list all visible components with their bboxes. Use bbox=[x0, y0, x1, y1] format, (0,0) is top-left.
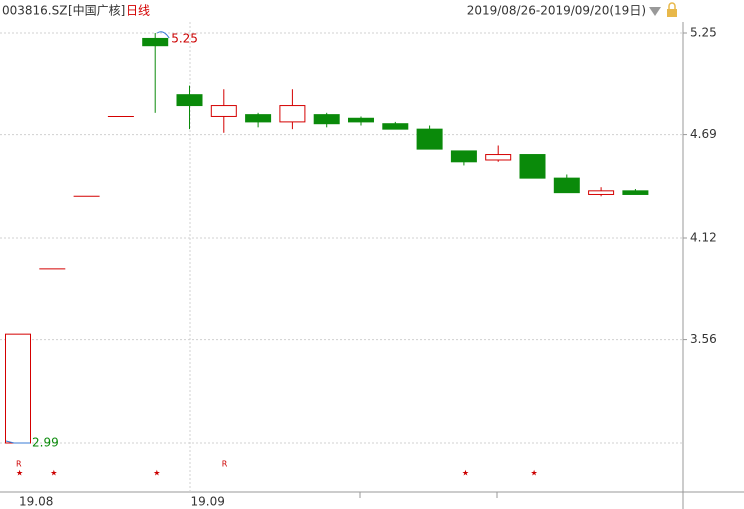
y-tick-label: 3.56 bbox=[690, 332, 717, 346]
event-r: R bbox=[16, 460, 22, 469]
event-star: ★ bbox=[153, 469, 160, 478]
candle-body bbox=[382, 123, 409, 130]
candle-body bbox=[348, 117, 374, 123]
candle-body bbox=[279, 105, 306, 123]
period: 日线 bbox=[126, 4, 150, 18]
stock-code: 003816.SZ bbox=[2, 4, 67, 18]
candle-body bbox=[553, 177, 580, 194]
event-star: ★ bbox=[50, 469, 57, 478]
event-r: R bbox=[222, 460, 228, 469]
max-arrow bbox=[156, 31, 170, 39]
y-tick-label: 4.12 bbox=[690, 231, 717, 245]
candle-body bbox=[416, 128, 443, 150]
candle-body bbox=[210, 105, 237, 117]
candle-body bbox=[450, 150, 477, 163]
candle-body bbox=[519, 154, 546, 179]
event-star: ★ bbox=[16, 469, 23, 478]
dropdown-icon[interactable] bbox=[649, 7, 661, 16]
lock-icon[interactable] bbox=[667, 2, 677, 17]
x-tick-label: 19.08 bbox=[19, 495, 53, 509]
candle-body bbox=[622, 190, 649, 195]
candle-body bbox=[5, 333, 31, 444]
event-star: ★ bbox=[462, 469, 469, 478]
candle-body bbox=[313, 114, 340, 125]
candle-body bbox=[588, 190, 615, 195]
min-label: 2.99 bbox=[32, 436, 59, 450]
max-label: 5.25 bbox=[171, 32, 198, 46]
candle-body bbox=[485, 154, 512, 161]
candle-body bbox=[245, 114, 272, 123]
date-range: 2019/08/26-2019/09/20(19日) bbox=[467, 4, 646, 18]
stock-name: [中国广核] bbox=[68, 3, 125, 18]
y-tick-label: 5.25 bbox=[690, 26, 717, 40]
x-tick-label: 19.09 bbox=[191, 495, 225, 509]
candle-body bbox=[176, 94, 203, 107]
y-tick-label: 4.69 bbox=[690, 127, 717, 141]
event-star: ★ bbox=[531, 469, 538, 478]
candle-body bbox=[142, 37, 169, 47]
min-arrow bbox=[5, 440, 30, 444]
